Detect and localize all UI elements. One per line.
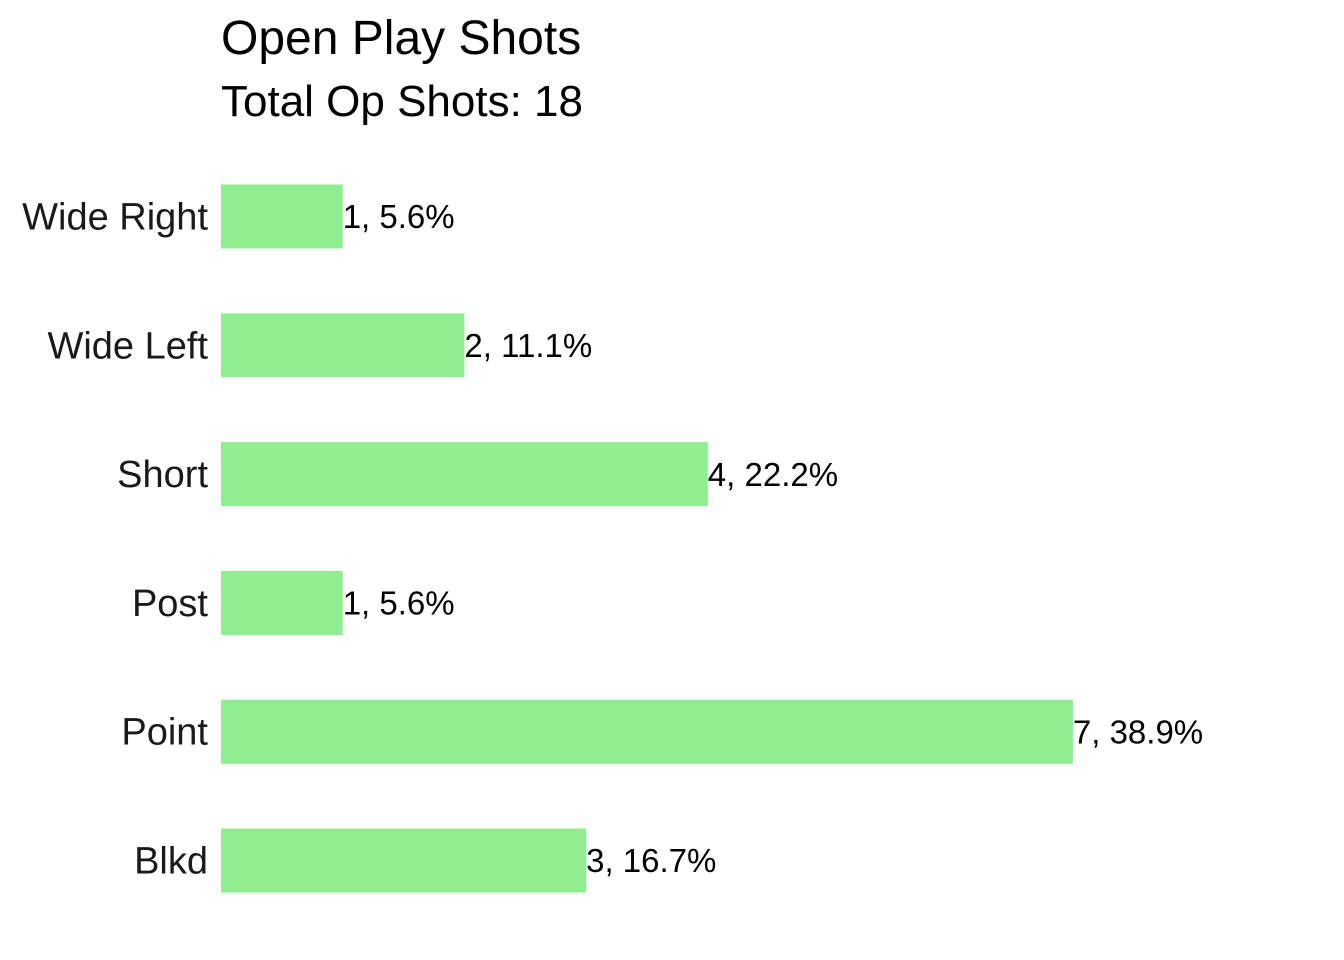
bars-group: Wide Right 1, 5.6% Wide Left 2, 11.1% Short 4…	[22, 184, 1203, 893]
bar-blkd	[221, 828, 587, 893]
data-label: 1, 5.6%	[343, 198, 455, 235]
chart-title: Open Play Shots	[221, 12, 581, 65]
bar-wide-left	[221, 313, 465, 378]
data-label: 2, 11.1%	[464, 327, 592, 364]
bar-short	[221, 442, 708, 507]
bar-point	[221, 699, 1073, 764]
bar-wide-right	[221, 184, 343, 249]
category-label: Point	[121, 712, 208, 754]
category-label: Short	[117, 454, 208, 496]
data-label: 7, 38.9%	[1073, 713, 1203, 750]
category-label: Wide Right	[22, 197, 208, 239]
data-label: 4, 22.2%	[708, 456, 838, 493]
bar-post	[221, 570, 343, 635]
chart-subtitle: Total Op Shots: 18	[221, 77, 583, 126]
category-label: Blkd	[134, 841, 208, 883]
data-label: 1, 5.6%	[343, 585, 455, 622]
category-label: Post	[132, 583, 208, 625]
data-label: 3, 16.7%	[586, 842, 716, 879]
category-label: Wide Left	[47, 325, 208, 367]
